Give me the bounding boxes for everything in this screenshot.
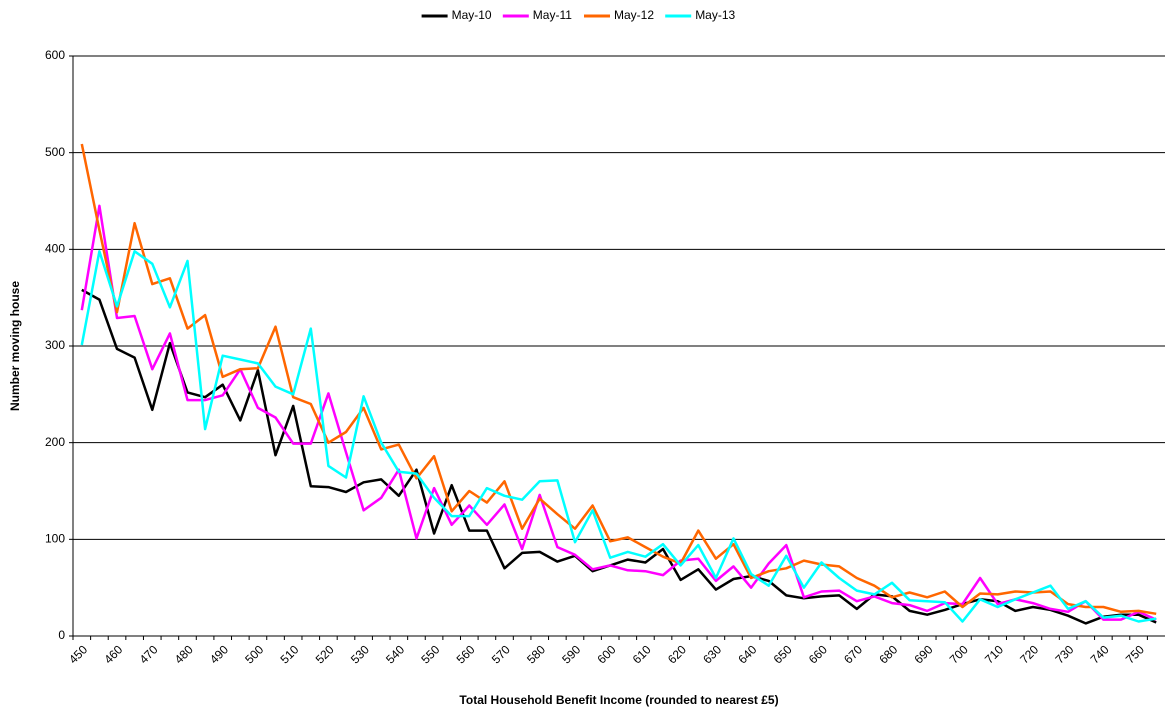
- x-tick-label: 470: [137, 642, 161, 666]
- x-tick-label: 680: [876, 642, 900, 666]
- legend-label: May-10: [452, 8, 492, 22]
- x-tick-label: 550: [418, 642, 442, 666]
- x-tick-label: 540: [383, 642, 407, 666]
- legend-label: May-13: [695, 8, 735, 22]
- y-tick-label: 200: [45, 435, 65, 449]
- x-tick-label: 460: [101, 642, 125, 666]
- y-tick-label: 400: [45, 242, 65, 256]
- x-tick-label: 650: [771, 642, 795, 666]
- x-tick-label: 670: [841, 642, 865, 666]
- x-tick-label: 740: [1088, 642, 1112, 666]
- legend-label: May-11: [533, 8, 572, 22]
- x-tick-label: 610: [630, 642, 654, 666]
- x-tick-label: 660: [806, 642, 830, 666]
- x-tick-label: 590: [559, 642, 583, 666]
- x-tick-label: 600: [594, 642, 618, 666]
- x-tick-label: 630: [700, 642, 724, 666]
- x-tick-label: 530: [348, 642, 372, 666]
- legend-label: May-12: [614, 8, 654, 22]
- y-tick-label: 0: [58, 628, 65, 642]
- y-tick-label: 300: [45, 338, 65, 352]
- x-tick-label: 580: [524, 642, 548, 666]
- y-tick-label: 600: [45, 48, 65, 62]
- x-tick-label: 720: [1017, 642, 1041, 666]
- x-tick-label: 700: [947, 642, 971, 666]
- x-tick-label: 450: [66, 642, 90, 666]
- x-tick-label: 750: [1123, 642, 1147, 666]
- x-tick-label: 520: [313, 642, 337, 666]
- x-tick-label: 560: [454, 642, 478, 666]
- x-axis-title: Total Household Benefit Income (rounded …: [459, 693, 778, 707]
- y-tick-label: 500: [45, 145, 65, 159]
- x-tick-label: 500: [242, 642, 266, 666]
- x-tick-label: 640: [735, 642, 759, 666]
- series-line: [81, 288, 1157, 625]
- series-line: [80, 250, 1157, 623]
- y-tick-label: 100: [45, 532, 65, 546]
- series-line: [80, 204, 1157, 621]
- x-tick-label: 730: [1052, 642, 1076, 666]
- series-line: [80, 143, 1157, 616]
- x-tick-label: 510: [277, 642, 301, 666]
- x-tick-label: 570: [489, 642, 513, 666]
- x-tick-label: 620: [665, 642, 689, 666]
- x-tick-label: 490: [207, 642, 231, 666]
- y-axis-title: Number moving house: [8, 281, 22, 411]
- x-tick-label: 480: [172, 642, 196, 666]
- x-tick-label: 690: [912, 642, 936, 666]
- x-tick-label: 710: [982, 642, 1006, 666]
